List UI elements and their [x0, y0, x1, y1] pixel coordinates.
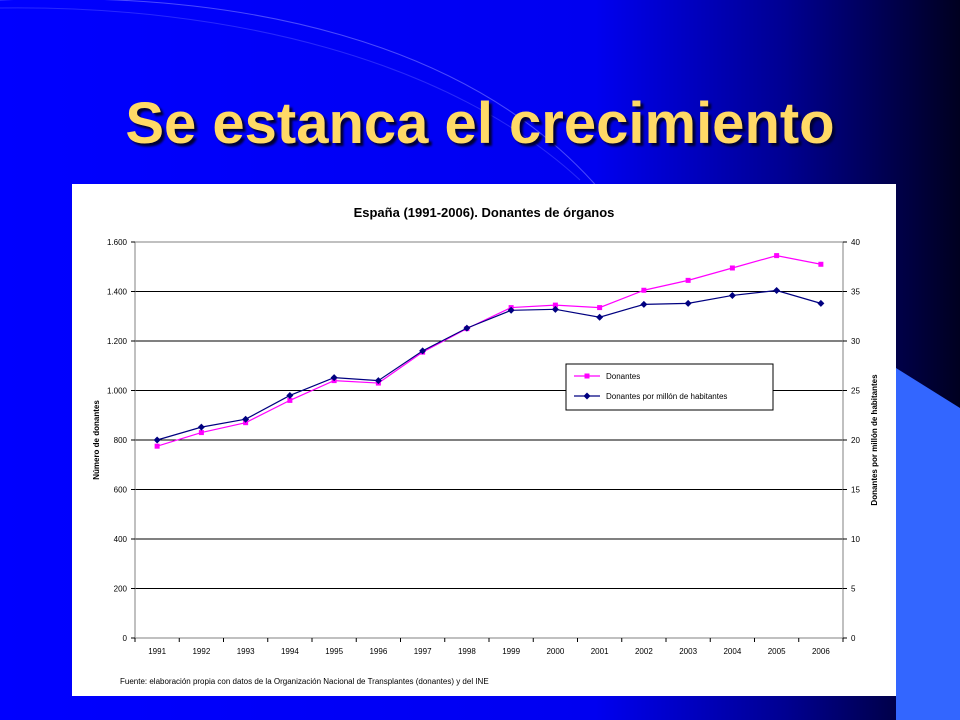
data-point: [640, 300, 648, 308]
x-tick-label: 1992: [192, 647, 210, 656]
data-point: [374, 377, 382, 385]
data-point: [552, 302, 558, 308]
left-tick-label: 400: [114, 535, 128, 544]
right-tick-label: 35: [851, 288, 860, 297]
x-tick-label: 2006: [812, 647, 830, 656]
data-point: [597, 305, 603, 311]
x-tick-label: 1996: [369, 647, 387, 656]
right-tick-label: 20: [851, 436, 860, 445]
data-point: [818, 261, 824, 267]
legend-swatch-marker: [583, 392, 591, 400]
left-axis-ticks: 0 200 400 600 800 1.000 1.200 1.400 1.600: [107, 238, 135, 643]
x-tick-label: 2003: [679, 647, 697, 656]
left-tick-label: 0: [123, 634, 128, 643]
x-tick-label: 1998: [458, 647, 476, 656]
data-point: [463, 324, 471, 332]
source-note: Fuente: elaboración propia con datos de …: [120, 677, 489, 686]
legend-entry: Donantes: [574, 372, 640, 381]
series-line: [156, 254, 821, 447]
series-line: [156, 289, 822, 441]
legend-box: [565, 363, 774, 411]
data-point: [242, 415, 250, 423]
left-tick-label: 1.400: [107, 288, 128, 297]
x-tick-label: 1994: [281, 647, 299, 656]
legend: Donantes Donantes por millón de habitante…: [565, 363, 774, 411]
data-point: [551, 305, 559, 313]
x-tick-label: 1991: [148, 647, 166, 656]
data-point: [596, 313, 604, 321]
x-tick-label: 1999: [502, 647, 520, 656]
data-point: [641, 287, 647, 293]
decorative-accent-shape: [896, 368, 960, 720]
right-tick-label: 10: [851, 535, 860, 544]
data-point: [507, 306, 515, 314]
data-point: [684, 299, 692, 307]
series-layer: [153, 253, 825, 449]
x-tick-label: 1997: [414, 647, 432, 656]
x-tick-label: 2004: [723, 647, 741, 656]
chart: España (1991-2006). Donantes de órganos …: [92, 205, 879, 686]
series-donantes-por-millon: [153, 287, 825, 444]
data-point: [419, 347, 427, 355]
data-point: [817, 299, 825, 307]
chart-title: España (1991-2006). Donantes de órganos: [354, 205, 615, 220]
data-point: [685, 277, 691, 283]
slide-title: Se estanca el crecimiento: [125, 91, 835, 156]
right-axis-label: Donantes por millón de habitantes: [870, 374, 879, 506]
legend-entry: Donantes por millón de habitantes: [574, 392, 727, 401]
x-tick-label: 2005: [768, 647, 786, 656]
right-tick-label: 0: [851, 634, 856, 643]
chart-panel: España (1991-2006). Donantes de órganos …: [72, 184, 896, 696]
left-tick-label: 1.200: [107, 337, 128, 346]
x-tick-label: 1993: [237, 647, 255, 656]
legend-swatch-marker: [584, 373, 590, 379]
x-tick-label: 1995: [325, 647, 343, 656]
data-point: [773, 287, 781, 295]
data-point: [287, 397, 293, 403]
right-tick-label: 5: [851, 585, 856, 594]
right-tick-label: 40: [851, 238, 860, 247]
data-point: [286, 391, 294, 399]
grid-lines: [135, 291, 843, 589]
left-tick-label: 1.600: [107, 238, 128, 247]
x-axis-ticks: 1991 1992 1993 1994 1995 1996 1997 1998 1999 2000…: [134, 638, 844, 656]
right-tick-label: 30: [851, 337, 860, 346]
data-point: [728, 291, 736, 299]
right-tick-label: 25: [851, 387, 860, 396]
data-point: [330, 374, 338, 382]
left-tick-label: 1.000: [107, 387, 128, 396]
data-point: [153, 436, 161, 444]
left-tick-label: 800: [114, 436, 128, 445]
series-donantes: [154, 253, 824, 449]
legend-label: Donantes: [606, 372, 640, 381]
data-point: [729, 265, 735, 271]
left-tick-label: 200: [114, 585, 128, 594]
left-axis-label: Número de donantes: [92, 400, 101, 480]
legend-label: Donantes por millón de habitantes: [606, 392, 727, 401]
legend-items: Donantes Donantes por millón de habitante…: [574, 372, 727, 401]
left-tick-label: 600: [114, 486, 128, 495]
right-axis-ticks: 0 5 10 15 20 25 30 35 40: [843, 238, 860, 643]
data-point: [197, 423, 205, 431]
data-point: [774, 253, 780, 259]
data-point: [154, 443, 160, 449]
x-tick-label: 2000: [546, 647, 564, 656]
decorative-swoosh-line: [0, 0, 601, 191]
x-tick-label: 2001: [591, 647, 609, 656]
data-point: [198, 430, 204, 436]
x-tick-label: 2002: [635, 647, 653, 656]
decorative-swoosh-line-2: [0, 7, 581, 181]
right-tick-label: 15: [851, 486, 860, 495]
